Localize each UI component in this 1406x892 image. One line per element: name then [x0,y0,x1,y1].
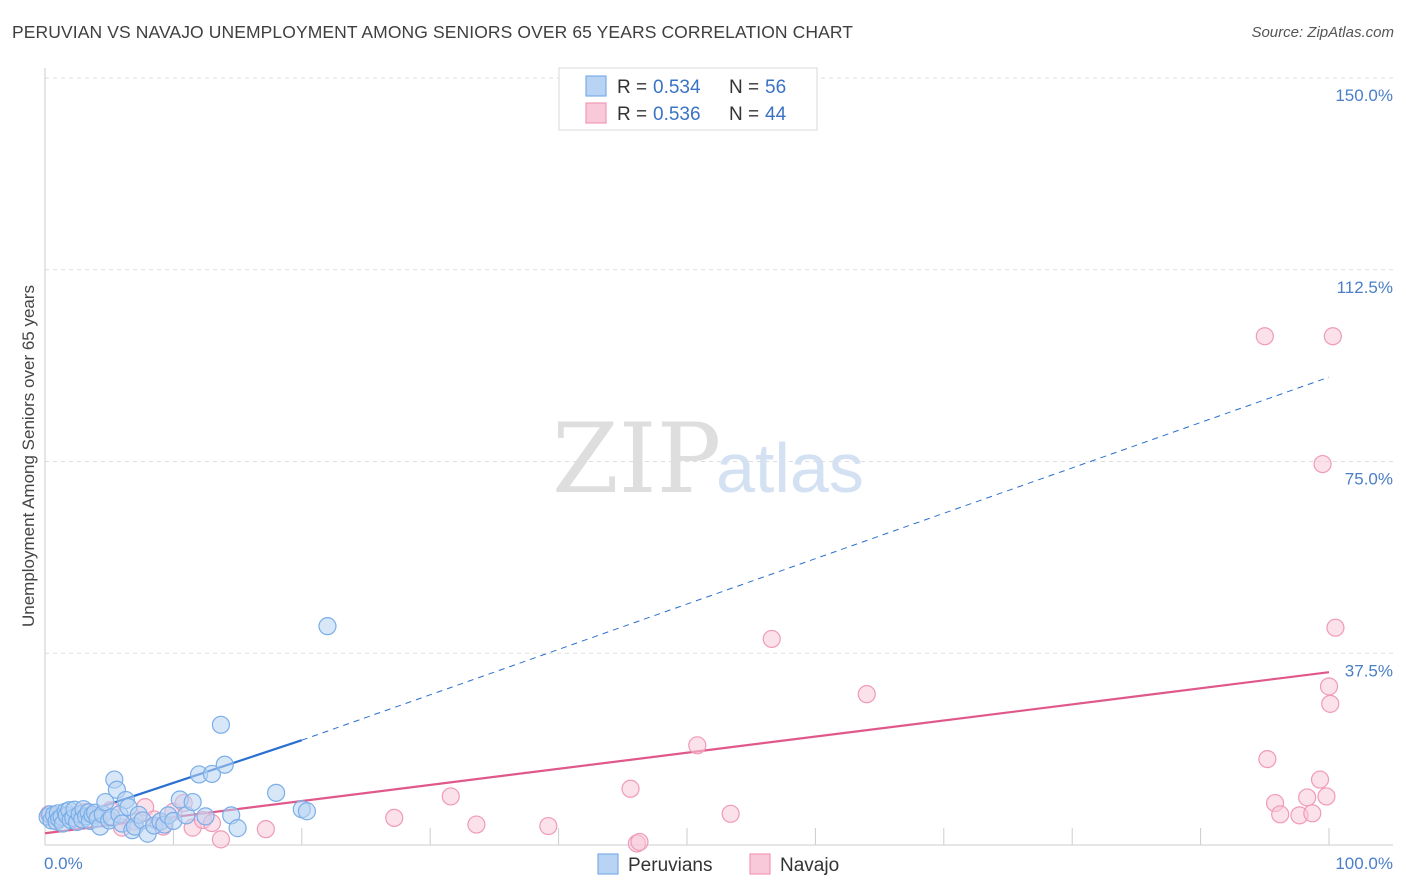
point-navajo [857,685,876,704]
point-navajo [256,820,275,839]
series-legend-swatch-navajo [749,853,771,875]
watermark: ZIP atlas [552,403,864,515]
point-peruvians [267,783,286,802]
legend-r-value-navajo: 0.536 [653,104,701,125]
point-navajo [441,787,460,806]
point-navajo [621,779,640,798]
legend-swatch-peruvians [585,75,607,97]
point-navajo [1255,327,1274,346]
point-peruvians [297,802,317,821]
chart-source: Source: ZipAtlas.com [1251,24,1394,41]
y-axis-label: Unemployment Among Seniors over 65 years [19,285,38,627]
point-peruvians [318,617,337,636]
point-navajo [688,736,707,755]
point-navajo [211,830,231,849]
y-tick-label: 112.5% [1337,278,1393,297]
point-navajo [1310,770,1330,789]
y-tick-label: 37.5% [1345,661,1393,680]
legend-n-value-navajo: 44 [765,104,787,125]
point-navajo [1321,694,1340,713]
legend-swatch-navajo [585,102,607,124]
point-navajo [1317,787,1336,806]
watermark-zip: ZIP [552,403,721,515]
point-peruvians [202,764,222,784]
point-peruvians [183,792,202,812]
watermark-atlas: atlas [716,429,864,507]
point-navajo [385,808,404,827]
point-navajo [539,816,558,836]
point-navajo [1323,327,1342,346]
point-peruvians [96,792,115,812]
point-navajo [1258,749,1277,769]
series-legend-swatch-peruvians [597,853,619,875]
x-tick-label-max: 100.0% [1335,854,1393,873]
point-navajo [1326,618,1345,637]
series-legend-label-navajo: Navajo [780,855,839,876]
legend-r-value-peruvians: 0.534 [653,77,701,98]
point-navajo [1271,805,1290,824]
point-peruvians [211,715,231,734]
legend-n-value-peruvians: 56 [765,77,786,98]
point-navajo [721,804,740,823]
series-legend: Peruvians Navajo [597,853,839,876]
point-navajo [1319,677,1339,696]
trend-line-navajo [44,671,1330,835]
y-tick-label: 75.0% [1345,470,1393,489]
trend-line-peruvians-extrapolated [301,376,1330,741]
legend-r-label-navajo: R = [617,104,647,125]
point-navajo [1298,788,1317,807]
point-navajo [762,629,781,649]
point-peruvians [215,755,234,774]
gridlines [45,77,1393,654]
stats-legend: R = 0.534 N = 56 R = 0.536 N = 44 [558,67,818,131]
point-navajo [630,832,649,852]
y-axis-tick-labels: 37.5% 75.0% 112.5% 150.0% [1335,86,1393,680]
legend-r-label-peruvians: R = [617,77,647,98]
point-navajo [467,815,486,834]
series-legend-label-peruvians: Peruvians [628,855,713,876]
legend-n-label-navajo: N = [729,104,759,125]
x-tick-label-min: 0.0% [44,854,83,873]
point-peruvians [228,819,247,838]
data-points [38,327,1345,853]
y-tick-label: 150.0% [1335,86,1393,105]
point-navajo [1313,454,1332,474]
chart-title: PERUVIAN VS NAVAJO UNEMPLOYMENT AMONG SE… [12,22,854,42]
point-navajo [1303,804,1322,823]
point-peruvians [196,807,215,826]
legend-n-label-peruvians: N = [729,77,759,98]
x-axis-ticks [44,828,1330,845]
